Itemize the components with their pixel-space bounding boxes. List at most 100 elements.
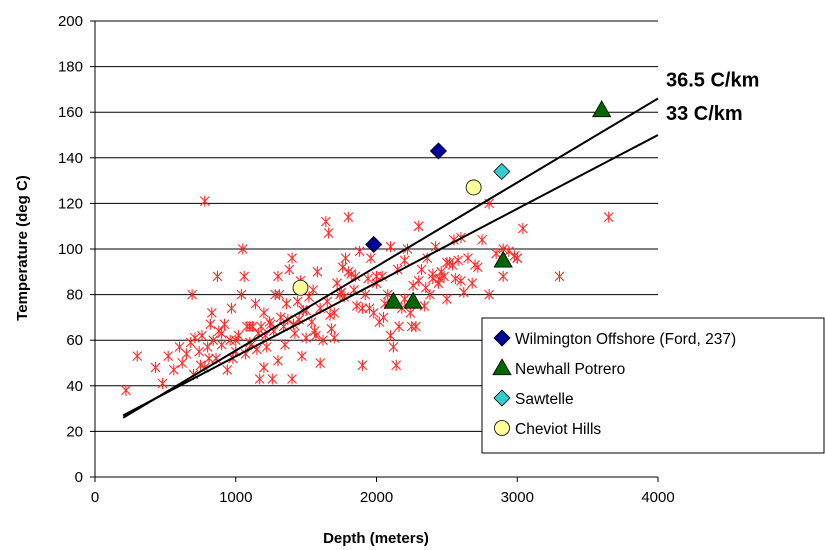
background-point xyxy=(391,359,402,371)
background-point xyxy=(427,268,438,280)
background-point xyxy=(416,264,427,276)
legend-marker xyxy=(493,329,511,347)
background-point xyxy=(236,289,247,301)
background-point xyxy=(456,275,466,287)
legend-entry: Wilmington Offshore (Ford, 237) xyxy=(515,331,736,348)
background-point xyxy=(340,252,351,264)
background-point xyxy=(399,254,410,266)
background-point xyxy=(363,273,373,285)
series-point xyxy=(493,250,513,268)
background-point xyxy=(226,302,237,314)
background-point xyxy=(219,318,230,330)
background-point xyxy=(458,286,469,298)
background-point xyxy=(447,259,458,271)
background-point xyxy=(413,220,424,232)
background-point xyxy=(354,245,365,257)
background-point xyxy=(312,266,323,278)
background-point xyxy=(498,270,509,282)
background-point xyxy=(311,330,321,342)
background-point xyxy=(289,327,300,339)
y-tick-labels: 0 20 40 60 80 100 120 140 160 180 200 xyxy=(58,13,83,486)
background-point xyxy=(212,270,223,282)
y-tick-label: 200 xyxy=(58,13,83,30)
y-tick-label: 140 xyxy=(58,150,83,167)
background-point xyxy=(204,352,214,364)
series-point xyxy=(403,291,423,309)
background-point xyxy=(470,259,480,271)
background-point xyxy=(441,293,452,305)
background-point xyxy=(132,350,143,362)
legend-box xyxy=(481,317,825,454)
background-point xyxy=(250,298,261,310)
background-point xyxy=(450,273,461,285)
background-point xyxy=(337,261,348,273)
x-axis-title: Depth (meters) xyxy=(323,530,429,547)
background-point xyxy=(150,362,161,374)
series-point xyxy=(383,291,404,309)
background-point xyxy=(197,330,207,342)
background-point xyxy=(206,307,217,319)
background-point xyxy=(329,332,340,344)
trend-line-label: 36.5 C/km xyxy=(666,70,759,92)
background-point xyxy=(205,318,216,330)
background-point xyxy=(332,277,342,289)
background-point xyxy=(256,321,266,333)
background-point xyxy=(195,359,206,371)
background-point xyxy=(287,252,297,264)
x-tick-label: 0 xyxy=(91,489,99,506)
background-point xyxy=(405,307,416,319)
series-point xyxy=(493,162,511,181)
background-point xyxy=(325,309,335,321)
background-point xyxy=(177,357,188,369)
y-tick-label: 0 xyxy=(75,469,83,486)
background-point xyxy=(281,298,292,310)
background-point xyxy=(378,311,389,323)
background-point xyxy=(357,359,368,371)
background-point xyxy=(301,332,312,344)
background-point xyxy=(202,341,213,353)
background-point xyxy=(365,252,376,264)
legend: Wilmington Offshore (Ford, 237) Newhall P… xyxy=(481,317,825,454)
background-point xyxy=(419,300,430,312)
background-point xyxy=(304,291,314,303)
background-point xyxy=(273,355,283,367)
background-point xyxy=(503,245,514,257)
background-point xyxy=(425,289,435,301)
background-point xyxy=(275,311,286,323)
background-point xyxy=(157,378,168,390)
background-point xyxy=(320,216,331,228)
background-point xyxy=(237,243,248,255)
background-point xyxy=(181,348,192,360)
background-point xyxy=(230,334,241,346)
trend-lines: 36.5 C/km 33 C/km xyxy=(122,70,759,419)
background-point xyxy=(517,222,528,234)
background-point xyxy=(199,195,210,207)
background-point xyxy=(254,373,265,385)
background-point xyxy=(121,384,131,396)
legend-entry: Newhall Potrero xyxy=(515,361,625,378)
legend-entry: Sawtelle xyxy=(515,391,574,408)
x-tick-labels: 0 1000 2000 3000 4000 xyxy=(91,489,675,506)
legend-marker xyxy=(492,358,512,376)
background-point xyxy=(434,273,445,285)
background-point xyxy=(360,289,371,301)
background-point xyxy=(287,373,297,385)
background-point xyxy=(194,346,205,358)
axes xyxy=(90,20,659,482)
background-point xyxy=(371,270,382,282)
background-point xyxy=(512,252,523,264)
y-axis-title: Temperature (deg C) xyxy=(14,175,31,321)
background-point xyxy=(357,302,368,314)
background-point xyxy=(484,289,494,301)
background-point xyxy=(554,270,565,282)
background-point xyxy=(385,330,396,342)
x-tick-label: 2000 xyxy=(360,489,393,506)
background-point xyxy=(267,373,278,385)
x-tick-label: 3000 xyxy=(501,489,534,506)
background-point xyxy=(453,254,464,266)
legend-entry: Cheviot Hills xyxy=(515,421,601,438)
background-point xyxy=(259,307,269,319)
background-point xyxy=(318,334,328,346)
trend-line-label: 33 C/km xyxy=(666,103,743,125)
background-point xyxy=(259,362,269,374)
